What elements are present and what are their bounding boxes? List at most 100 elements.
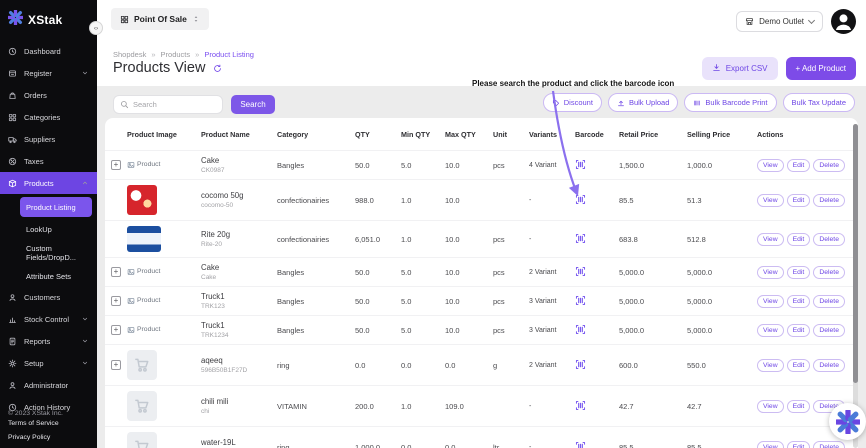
edit-button[interactable]: Edit [786,294,811,308]
sidebar-item-stock-control[interactable]: Stock Control [0,308,97,330]
delete-button[interactable]: Delete [813,232,845,246]
edit-button[interactable]: Edit [786,440,811,448]
delete-button[interactable]: Delete [813,294,845,308]
barcode-icon[interactable] [575,359,586,370]
view-button[interactable]: View [757,265,784,279]
outlet-dropdown[interactable]: Demo Outlet [736,11,823,32]
view-button[interactable]: View [757,440,784,448]
barcode-icon[interactable] [575,400,586,411]
bulk-tax-update-button[interactable]: Bulk Tax Update [782,93,855,112]
view-button[interactable]: View [757,232,784,246]
barcode-icon[interactable] [575,295,586,306]
sidebar-item-customers[interactable]: Customers [0,286,97,308]
view-button[interactable]: View [757,358,784,372]
search-input[interactable] [133,100,216,109]
orders-icon [8,90,18,100]
edit-button[interactable]: Edit [786,399,811,413]
search-button[interactable]: Search [231,95,275,114]
product-sku: TRK1234 [201,332,229,339]
bulk-barcode-print-button[interactable]: Bulk Barcode Print [684,93,777,112]
copyright-text: © 2023 XStak Inc. [8,410,63,417]
edit-button[interactable]: Edit [786,323,811,337]
edit-button[interactable]: Edit [786,232,811,246]
column-header: Category [277,130,309,139]
product-name: chili mili [201,397,229,406]
sidebar-collapse-button[interactable]: ‹› [89,21,103,35]
edit-button[interactable]: Edit [786,158,811,172]
product-sku: cocomo-50 [201,202,234,209]
product-variants: - [529,179,575,221]
export-csv-button[interactable]: Export CSV [701,57,778,80]
product-variants: - [529,220,575,258]
refresh-icon[interactable] [213,64,222,73]
selling-price: 1,000.0 [687,150,757,180]
view-button[interactable]: View [757,158,784,172]
view-button[interactable]: View [757,399,784,413]
sidebar-item-suppliers[interactable]: Suppliers [0,128,97,150]
product-min-qty: 5.0 [401,286,445,316]
barcode-icon[interactable] [575,266,586,277]
image-icon [127,268,135,276]
assistant-widget-button[interactable] [829,403,866,440]
product-category: Bangles [277,257,355,287]
delete-button[interactable]: Delete [813,440,845,448]
sidebar-item-dashboard[interactable]: Dashboard [0,40,97,62]
expand-row-button[interactable]: + [111,296,121,306]
footer-link[interactable]: Terms of Service [8,420,59,427]
delete-button[interactable]: Delete [813,265,845,279]
edit-button[interactable]: Edit [786,358,811,372]
add-product-button[interactable]: + Add Product [785,57,856,80]
sidebar-subitem-lookup[interactable]: LookUp [26,225,52,234]
table-row: chili mili chi VITAMIN 200.0 1.0 109.0- 42.7 42… [105,385,858,427]
delete-button[interactable]: Delete [813,158,845,172]
sidebar-item-reports[interactable]: Reports [0,330,97,352]
table-header-row: Product Image Product Name Category QTY Min … [105,118,858,151]
breadcrumb-item[interactable]: Product Listing [204,50,254,59]
edit-button[interactable]: Edit [786,193,811,207]
bulk-upload-button[interactable]: Bulk Upload [607,93,679,112]
sidebar-item-register[interactable]: Register [0,62,97,84]
sidebar-item-administrator[interactable]: Administrator [0,374,97,396]
sidebar-item-products[interactable]: Products [0,172,97,194]
view-button[interactable]: View [757,323,784,337]
view-button[interactable]: View [757,294,784,308]
barcode-icon[interactable] [575,441,586,448]
footer-link[interactable]: Privacy Policy [8,434,51,441]
delete-button[interactable]: Delete [813,323,845,337]
sidebar-item-action-history[interactable]: Action History [0,396,97,418]
expand-row-button[interactable]: + [111,160,121,170]
tab-label: Point Of Sale [134,14,187,24]
sidebar-item-orders[interactable]: Orders [0,84,97,106]
view-button[interactable]: View [757,193,784,207]
discount-button[interactable]: Discount [542,93,602,112]
sidebar-subitem-product-listing[interactable]: Product Listing [20,197,92,217]
sidebar-subitem-custom-fields[interactable]: Custom Fields/DropD... [26,244,77,262]
breadcrumb-item[interactable]: Shopdesk [113,50,147,59]
retail-price: 1,500.0 [619,150,687,180]
sidebar-item-setup[interactable]: Setup [0,352,97,374]
tab-point-of-sale[interactable]: Point Of Sale [111,8,209,30]
product-name: Cake [201,263,220,272]
barcode-icon[interactable] [575,324,586,335]
delete-button[interactable]: Delete [813,193,845,207]
delete-button[interactable]: Delete [813,358,845,372]
scrollbar-thumb[interactable] [853,124,858,384]
expand-row-button[interactable]: + [111,267,121,277]
vertical-scrollbar[interactable] [853,124,858,448]
sidebar-subitem-attribute-sets[interactable]: Attribute Sets [26,272,72,281]
product-variants: 2 Variant [529,257,575,287]
product-max-qty: 10.0 [445,286,493,316]
sidebar-item-taxes[interactable]: Taxes [0,150,97,172]
retail-price: 42.7 [619,385,687,427]
edit-button[interactable]: Edit [786,265,811,279]
barcode-icon[interactable] [575,194,586,205]
avatar[interactable] [831,9,856,34]
expand-row-button[interactable]: + [111,325,121,335]
sidebar-item-categories[interactable]: Categories [0,106,97,128]
breadcrumb-item[interactable]: Products [160,50,191,59]
barcode-icon[interactable] [575,233,586,244]
barcode-icon[interactable] [575,159,586,170]
product-max-qty: 10.0 [445,220,493,258]
expand-row-button[interactable]: + [111,360,121,370]
